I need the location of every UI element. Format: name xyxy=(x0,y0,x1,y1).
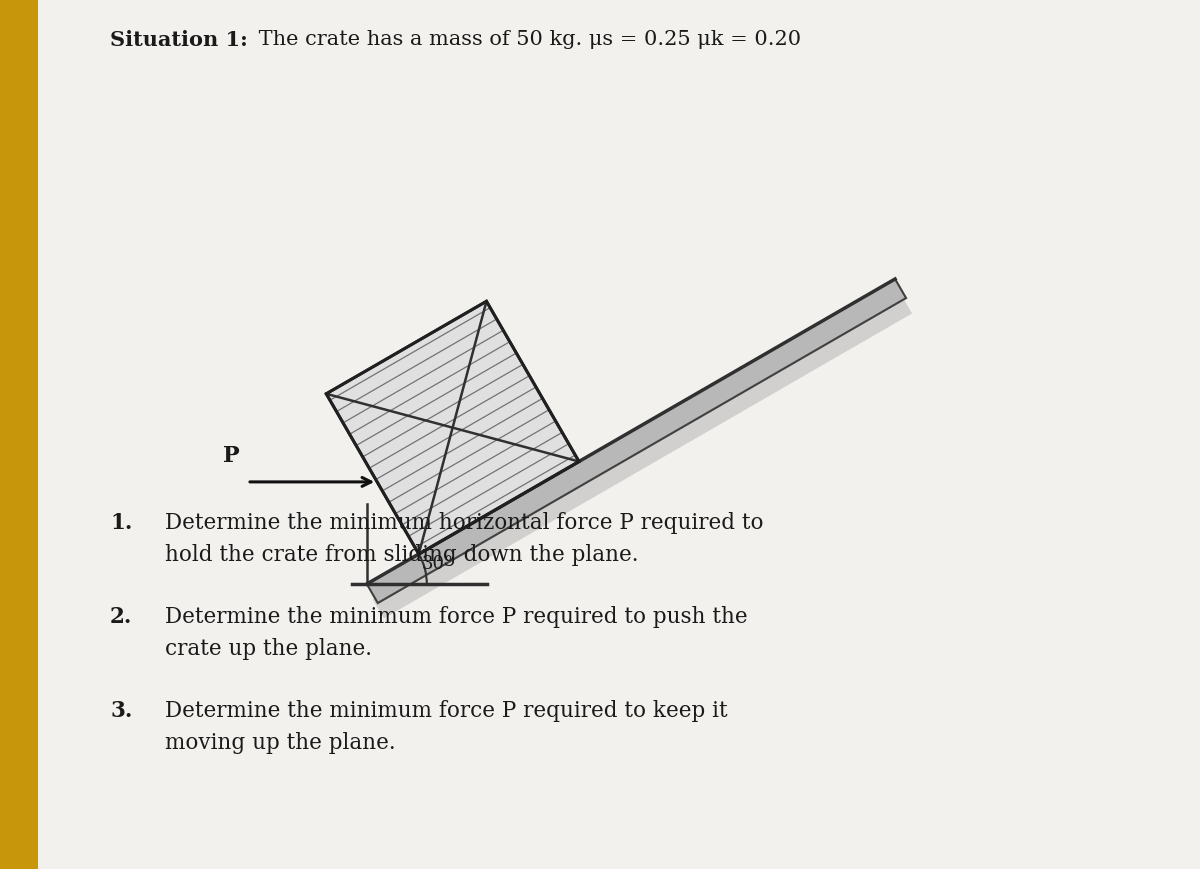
Polygon shape xyxy=(367,280,906,603)
Text: Situation 1:: Situation 1: xyxy=(110,30,247,50)
Polygon shape xyxy=(326,302,578,554)
Text: Determine the minimum force P required to push the: Determine the minimum force P required t… xyxy=(166,606,748,627)
Polygon shape xyxy=(373,295,912,619)
Text: crate up the plane.: crate up the plane. xyxy=(166,637,372,660)
Text: 3.: 3. xyxy=(110,700,132,721)
Text: 30°: 30° xyxy=(421,554,454,573)
Text: moving up the plane.: moving up the plane. xyxy=(166,731,396,753)
Text: P: P xyxy=(222,444,239,467)
Text: 1.: 1. xyxy=(110,512,132,534)
Text: 2.: 2. xyxy=(110,606,132,627)
Text: The crate has a mass of 50 kg. μs = 0.25 μk = 0.20: The crate has a mass of 50 kg. μs = 0.25… xyxy=(252,30,802,49)
Bar xyxy=(0,0,38,869)
Text: Determine the minimum force P required to keep it: Determine the minimum force P required t… xyxy=(166,700,727,721)
Text: Determine the minimum horizontal force P required to: Determine the minimum horizontal force P… xyxy=(166,512,763,534)
Text: hold the crate from sliding down the plane.: hold the crate from sliding down the pla… xyxy=(166,543,638,566)
